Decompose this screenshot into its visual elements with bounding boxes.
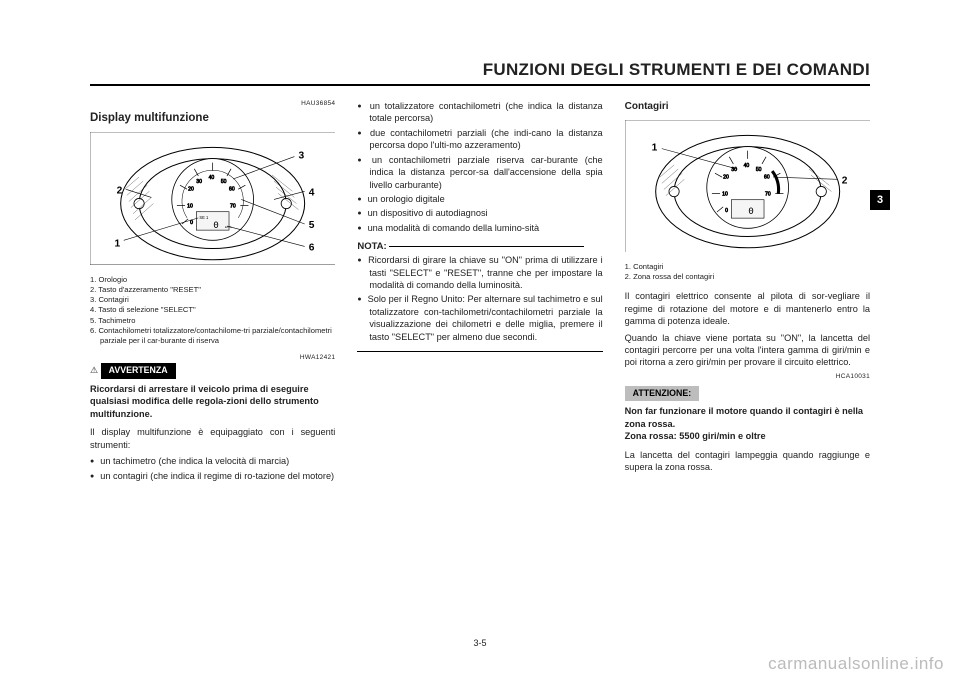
svg-text:50: 50 <box>221 179 227 185</box>
svg-text:0: 0 <box>748 206 754 217</box>
caption-item: 6. Contachilometri totalizzatore/contach… <box>90 326 335 347</box>
svg-text:60: 60 <box>229 187 235 193</box>
svg-text:50: 50 <box>755 167 761 173</box>
caption-item: 1. Orologio <box>90 275 335 285</box>
page-header-title: FUNZIONI DEGLI STRUMENTI E DEI COMANDI <box>90 60 870 80</box>
header-rule <box>90 84 870 86</box>
body-paragraph: Il contagiri elettrico consente al pilot… <box>625 290 870 327</box>
svg-text:1: 1 <box>115 239 121 250</box>
svg-text:2: 2 <box>841 175 847 186</box>
svg-text:5: 5 <box>309 220 315 231</box>
svg-text:70: 70 <box>230 204 236 210</box>
svg-text:4: 4 <box>309 188 315 199</box>
list-item: un tachimetro (che indica la velocità di… <box>90 455 335 467</box>
subheading-contagiri: Contagiri <box>625 100 870 114</box>
svg-text:SE 1: SE 1 <box>199 215 209 220</box>
column-1: HAU36854 Display multifunzione 0 10 20 3… <box>90 100 335 488</box>
svg-text:1: 1 <box>651 142 657 153</box>
section-title: Display multifunzione <box>90 111 335 127</box>
figure-caption-list: 1. Orologio 2. Tasto d'azzeramento "RESE… <box>90 275 335 347</box>
warning-icon: ⚠ <box>90 365 98 375</box>
caution-text: Non far funzionare il motore quando il c… <box>625 405 870 442</box>
figure-display-multifunzione: 0 10 20 30 40 50 60 70 SE 1 0 km/h <box>90 132 335 265</box>
svg-text:0: 0 <box>725 207 728 213</box>
nota-list: Ricordarsi di girare la chiave su "ON" p… <box>357 254 602 343</box>
list-item: un orologio digitale <box>357 193 602 205</box>
document-page: FUNZIONI DEGLI STRUMENTI E DEI COMANDI 3… <box>0 0 960 678</box>
warn-code: HWA12421 <box>90 354 335 363</box>
svg-text:70: 70 <box>765 191 771 197</box>
caption-item: 2. Tasto d'azzeramento "RESET" <box>90 285 335 295</box>
warning-text: Ricordarsi di arrestare il veicolo prima… <box>90 383 335 420</box>
body-paragraph: La lancetta del contagiri lampeggia quan… <box>625 449 870 474</box>
list-item: un dispositivo di autodiagnosi <box>357 207 602 219</box>
column-2: un totalizzatore contachilometri (che in… <box>357 100 602 488</box>
caption-item: 3. Contagiri <box>90 295 335 305</box>
svg-text:30: 30 <box>196 179 202 185</box>
nota-header: NOTA: <box>357 240 602 254</box>
content-columns: HAU36854 Display multifunzione 0 10 20 3… <box>90 100 870 488</box>
list-item: due contachilometri parziali (che indi-c… <box>357 127 602 152</box>
svg-text:6: 6 <box>309 243 315 254</box>
caption-item: 2. Zona rossa del contagiri <box>625 272 870 282</box>
feature-list-cont: un totalizzatore contachilometri (che in… <box>357 100 602 234</box>
list-item: Ricordarsi di girare la chiave su "ON" p… <box>357 254 602 291</box>
svg-text:20: 20 <box>723 174 729 180</box>
svg-text:0: 0 <box>213 220 219 231</box>
svg-text:10: 10 <box>722 191 728 197</box>
svg-text:10: 10 <box>187 204 193 210</box>
list-item: un totalizzatore contachilometri (che in… <box>357 100 602 125</box>
nota-label: NOTA: <box>357 241 386 252</box>
watermark: carmanualsonline.info <box>768 654 944 674</box>
svg-text:40: 40 <box>743 163 749 169</box>
svg-text:0: 0 <box>190 220 193 226</box>
feature-list: un tachimetro (che indica la velocità di… <box>90 455 335 482</box>
column-3: Contagiri 0 10 20 30 40 50 60 70 <box>625 100 870 488</box>
caution-code: HCA10031 <box>625 373 870 382</box>
list-item: un contachilometri parziale riserva car-… <box>357 154 602 191</box>
warning-label: AVVERTENZA <box>101 363 176 379</box>
intro-text: Il display multifunzione è equipaggiato … <box>90 426 335 451</box>
chapter-tab: 3 <box>870 190 890 210</box>
svg-text:20: 20 <box>188 187 194 193</box>
nota-end-rule <box>357 351 602 352</box>
caution-label: ATTENZIONE: <box>625 386 699 402</box>
figure-contagiri: 0 10 20 30 40 50 60 70 0 <box>625 120 870 253</box>
body-paragraph: Quando la chiave viene portata su "ON", … <box>625 332 870 369</box>
caption-item: 1. Contagiri <box>625 262 870 272</box>
list-item: un contagiri (che indica il regime di ro… <box>90 470 335 482</box>
list-item: una modalità di comando della lumino-sit… <box>357 222 602 234</box>
nota-rule <box>389 246 584 247</box>
caption-item: 5. Tachimetro <box>90 316 335 326</box>
list-item: Solo per il Regno Unito: Per alternare s… <box>357 293 602 343</box>
page-number: 3-5 <box>0 638 960 648</box>
svg-text:60: 60 <box>764 174 770 180</box>
section-code: HAU36854 <box>90 100 335 109</box>
svg-text:2: 2 <box>117 186 123 197</box>
caption-item: 4. Tasto di selezione "SELECT" <box>90 305 335 315</box>
svg-text:3: 3 <box>299 151 305 162</box>
svg-text:40: 40 <box>209 175 215 181</box>
figure-caption-list-2: 1. Contagiri 2. Zona rossa del contagiri <box>625 262 870 283</box>
